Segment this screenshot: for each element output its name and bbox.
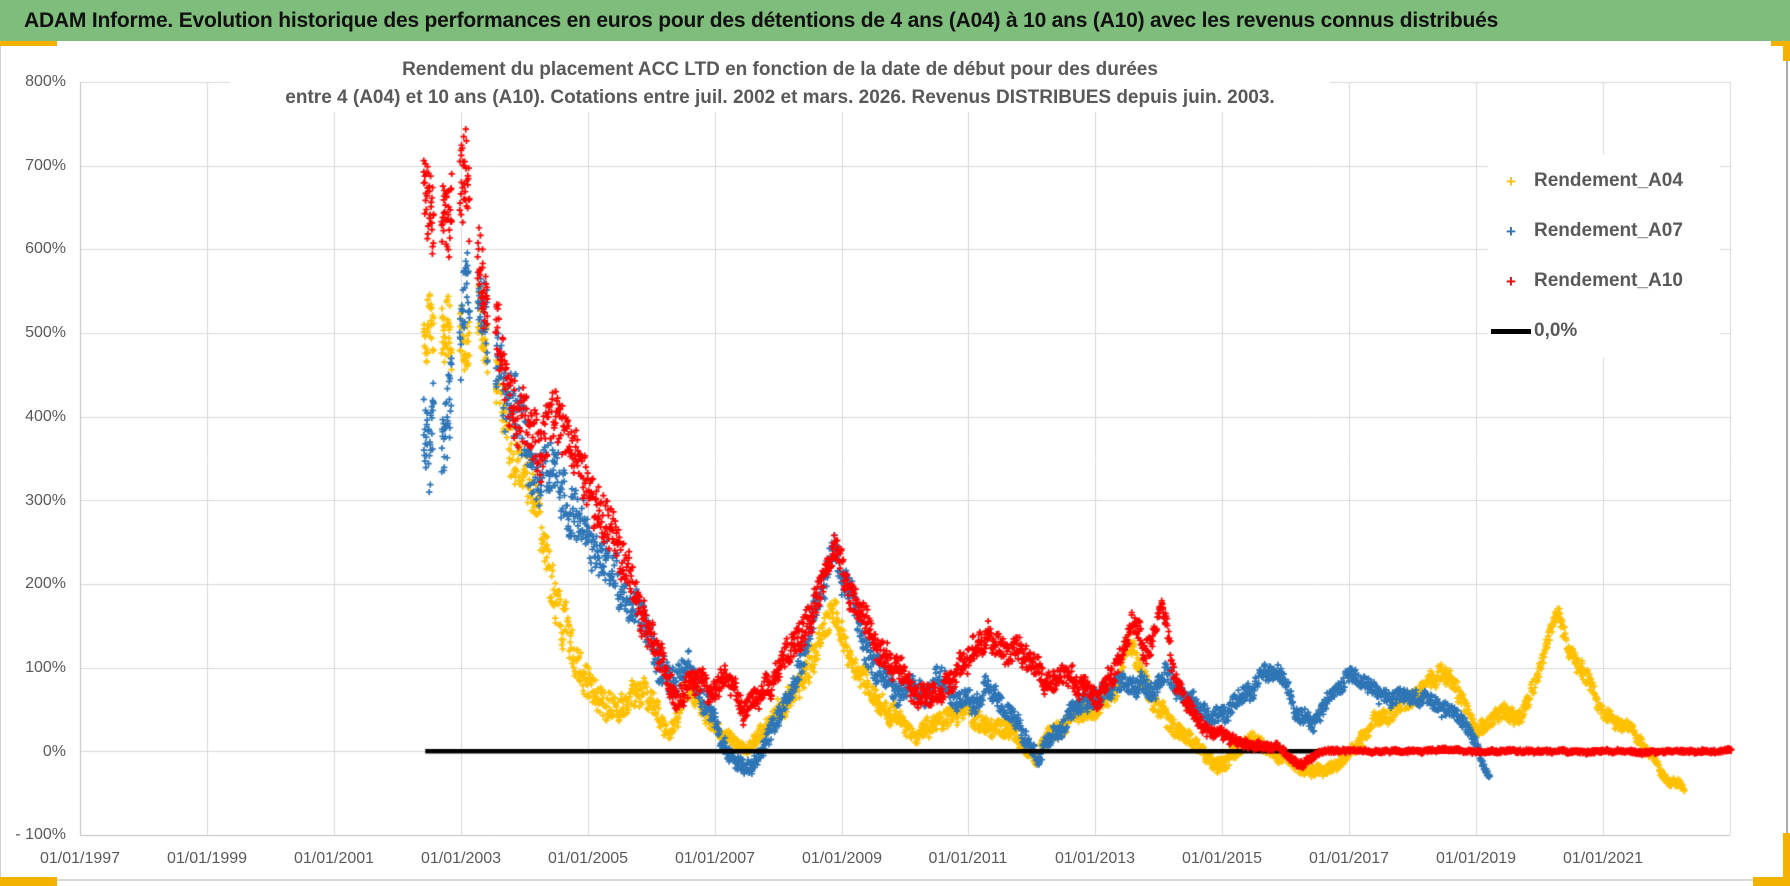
x-axis-label: 01/01/2015 — [1181, 850, 1263, 867]
gold-accent-top-right-h — [1771, 41, 1790, 46]
x-axis-label: 01/01/2019 — [1435, 850, 1517, 867]
gold-accent-top-left — [0, 41, 57, 46]
right-edge-rule — [1786, 41, 1788, 886]
page-title: ADAM Informe. Evolution historique des p… — [24, 8, 1499, 32]
chart-title-line1: Rendement du placement ACC LTD en foncti… — [402, 59, 1158, 80]
chart-legend: + Rendement_A04 + Rendement_A07 + Rendem… — [1488, 154, 1720, 358]
gold-accent-bottom-right-h — [1753, 877, 1790, 886]
x-axis-label: 01/01/2005 — [547, 850, 629, 867]
gold-accent-bottom-right-v — [1783, 833, 1790, 886]
bottom-rule — [0, 879, 1790, 881]
x-axis-label: 01/01/2021 — [1562, 850, 1644, 867]
gold-accent-top-right-v — [1783, 41, 1790, 61]
legend-item-rendement-a07[interactable]: + Rendement_A07 — [1488, 206, 1720, 256]
sheet-header-banner: ADAM Informe. Evolution historique des p… — [0, 0, 1790, 41]
legend-label: Rendement_A04 — [1534, 170, 1683, 191]
chart-title-line2: entre 4 (A04) et 10 ans (A10). Cotations… — [285, 87, 1275, 108]
y-axis-label: 100% — [25, 659, 66, 676]
left-edge-rule — [0, 41, 1, 886]
y-axis-label: 0% — [42, 743, 66, 760]
line-swatch-icon — [1491, 328, 1531, 334]
plus-marker-icon: + — [1506, 171, 1516, 191]
y-axis-label: 400% — [25, 408, 66, 425]
x-axis-label: 01/01/2007 — [674, 850, 756, 867]
legend-label: 0,0% — [1534, 320, 1578, 341]
legend-label: Rendement_A10 — [1534, 270, 1683, 291]
y-axis-label: 600% — [25, 240, 66, 257]
plus-marker-icon: + — [1506, 271, 1516, 291]
y-axis-label: 700% — [25, 157, 66, 174]
gold-accent-bottom-left — [0, 877, 57, 886]
legend-item-rendement-a10[interactable]: + Rendement_A10 — [1488, 256, 1720, 306]
x-axis-label: 01/01/1997 — [39, 850, 121, 867]
y-axis-label: 200% — [25, 575, 66, 592]
x-axis-label: 01/01/2001 — [293, 850, 375, 867]
legend-item-zero-line[interactable]: 0,0% — [1488, 306, 1720, 356]
x-axis-label: 01/01/2017 — [1308, 850, 1390, 867]
plus-marker-icon: + — [1506, 221, 1516, 241]
x-axis-label: 01/01/2013 — [1054, 850, 1136, 867]
x-axis-label: 01/01/2009 — [801, 850, 883, 867]
x-axis-label: 01/01/2011 — [928, 850, 1008, 867]
legend-label: Rendement_A07 — [1534, 220, 1683, 241]
y-axis-label: 500% — [25, 324, 66, 341]
legend-item-rendement-a04[interactable]: + Rendement_A04 — [1488, 156, 1720, 206]
y-axis-label: 800% — [25, 73, 66, 90]
x-axis-label: 01/01/2003 — [420, 850, 502, 867]
x-axis-label: 01/01/1999 — [166, 850, 248, 867]
chart-title: Rendement du placement ACC LTD en foncti… — [230, 56, 1330, 112]
y-axis-label: 300% — [25, 492, 66, 509]
y-axis-label: - 100% — [15, 826, 66, 843]
